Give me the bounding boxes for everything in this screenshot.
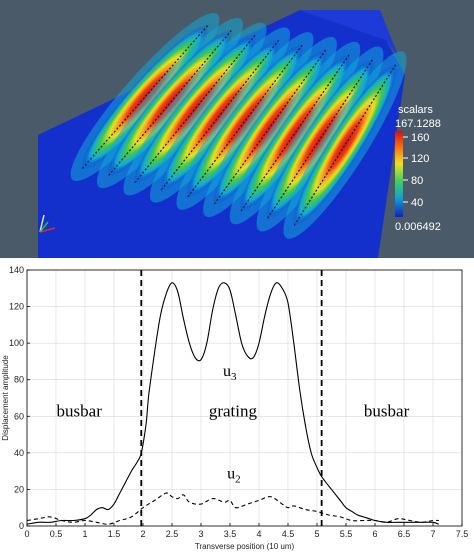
series-lines [26,282,439,525]
y-tick-label: 20 [14,484,24,494]
x-tick-label: 3.5 [224,529,237,539]
colorbar-min: 0.006492 [395,221,441,233]
finger-1 [70,13,220,181]
y-tick-label: 80 [14,375,24,385]
x-tick-label: 0 [24,529,29,539]
y-axis-title: Displacement amplitude [1,355,10,441]
series-line-u3 [26,282,439,525]
finger-8 [256,46,384,232]
x-axis-ticks: 0 0.5 1 1.5 2 2.5 3 3.5 4 4.5 5 5.5 6 6.5 7 7.5 [24,523,468,539]
finger-2 [96,17,244,189]
x-tick-label: 3 [198,529,203,539]
x-tick-label: 6 [372,529,377,539]
region-label-busbar-left: busbar [57,401,103,420]
finger-3 [123,22,267,196]
axes-triad [39,214,56,233]
finger-4 [149,27,291,203]
finger-9 [283,51,407,239]
x-tick-label: 1.5 [108,529,121,539]
x-tick-label: 4 [256,529,261,539]
y-tick-label: 120 [9,302,24,312]
y-tick-label: 0 [19,521,24,531]
y-axis-ticks: 0 20 40 60 80 100 120 140 [9,265,30,531]
x-tick-label: 2 [140,529,145,539]
y-tick-label: 40 [14,448,24,458]
x-tick-label: 7 [430,529,435,539]
x-axis-title: Transverse position (10 um) [195,542,295,551]
y-tick-label: 60 [14,411,24,421]
y-tick-label: 100 [9,338,24,348]
fem-simulation-render: scalars 167.1288 160 120 80 40 0.006492 [0,0,474,258]
x-tick-label: 2.5 [166,529,179,539]
series-line-u2 [26,492,439,525]
colorbar-max: 167.1288 [395,118,441,130]
x-tick-label: 4.5 [282,529,295,539]
x-tick-label: 6.5 [398,529,411,539]
colorbar-tick-40: 40 [411,197,423,209]
x-tick-label: 0.5 [50,529,63,539]
finger-7 [229,41,361,225]
plot-frame [26,269,463,527]
finger-5 [176,32,314,210]
x-tick-label: 5 [314,529,319,539]
displacement-chart: 0 0.5 1 1.5 2 2.5 3 3.5 4 4.5 5 5.5 6 6.5 7 7.5 0 20 40 60… [0,264,474,553]
colorbar-title: scalars [398,104,433,116]
x-tick-label: 7.5 [456,529,469,539]
x-tick-label: 1 [82,529,87,539]
region-label-grating: grating [209,401,258,420]
substrate-back-edge [300,10,400,60]
colorbar-tick-80: 80 [411,175,423,187]
x-tick-label: 5.5 [340,529,353,539]
y-tick-label: 140 [9,265,24,275]
colorbar-tick-120: 120 [411,153,429,165]
region-boundaries [140,270,323,526]
region-label-busbar-right: busbar [364,401,410,420]
colorbar-tick-160: 160 [411,132,429,144]
electrode-fingers [70,13,407,239]
colorbar-gradient [395,131,403,217]
colorbar: scalars 167.1288 160 120 80 40 0.006492 [395,104,441,233]
finger-6 [203,36,337,218]
